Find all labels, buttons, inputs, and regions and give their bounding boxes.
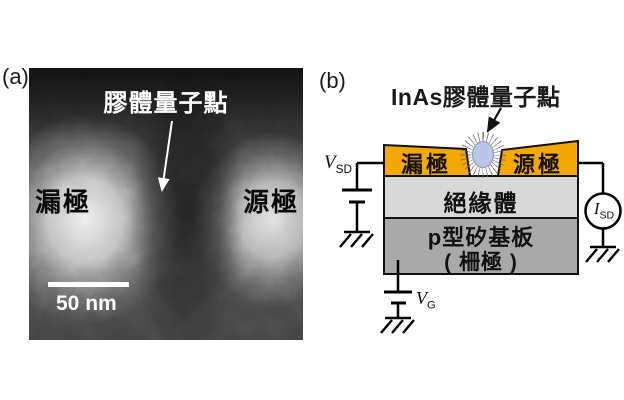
battery-icon xyxy=(384,290,412,305)
insulator-label: 絕緣體 xyxy=(443,190,519,216)
battery-icon xyxy=(342,188,372,204)
vsd-symbol: V xyxy=(324,152,336,173)
gate-label: ( 柵極 ) xyxy=(444,251,518,274)
current-meter-circle xyxy=(584,192,622,230)
vsd-circuit-wires xyxy=(355,161,384,232)
vsd-subscript: SD xyxy=(335,162,352,176)
drain-label-b: 漏極 xyxy=(400,152,451,177)
drain-label-a: 漏極 xyxy=(35,187,92,217)
isd-circuit-wires xyxy=(578,161,605,247)
vg-subscript: G xyxy=(427,299,436,312)
ground-icon xyxy=(380,316,415,334)
ground-icon xyxy=(585,245,620,263)
drain-electrode xyxy=(383,143,472,177)
title-pointer-arrow xyxy=(486,107,502,133)
qd-annotation: 膠體量子點 xyxy=(103,90,229,117)
micrograph-texture xyxy=(29,68,303,340)
source-label-b: 源極 xyxy=(512,152,563,177)
quantum-dot xyxy=(472,141,494,168)
vsd-label: VSD xyxy=(324,152,352,176)
vg-symbol: V xyxy=(416,288,427,308)
isd-label: ISD xyxy=(590,199,618,221)
qd-pointer-arrow xyxy=(157,120,173,192)
source-label-a: 源極 xyxy=(243,187,300,217)
isd-symbol: I xyxy=(593,199,600,218)
ground-icon xyxy=(339,230,374,248)
substrate-label: p型矽基板 xyxy=(427,225,535,250)
schematic-title: InAs膠體量子點 xyxy=(391,84,561,110)
panel-a-label: (a) xyxy=(2,64,29,89)
vg-label: VG xyxy=(416,288,436,312)
device-schematic: (b) InAs膠體量子點 漏極 源極 絕緣體 p型矽基板 ( 柵極 ) VSD… xyxy=(314,60,624,360)
scale-bar-label: 50 nm xyxy=(56,292,117,315)
schematic-drawing xyxy=(339,107,622,334)
scale-bar xyxy=(48,282,129,287)
tem-micrograph: 膠體量子點 漏極 源極 50 nm xyxy=(29,68,303,340)
isd-subscript: SD xyxy=(599,209,615,222)
panel-b-label: (b) xyxy=(319,68,346,93)
